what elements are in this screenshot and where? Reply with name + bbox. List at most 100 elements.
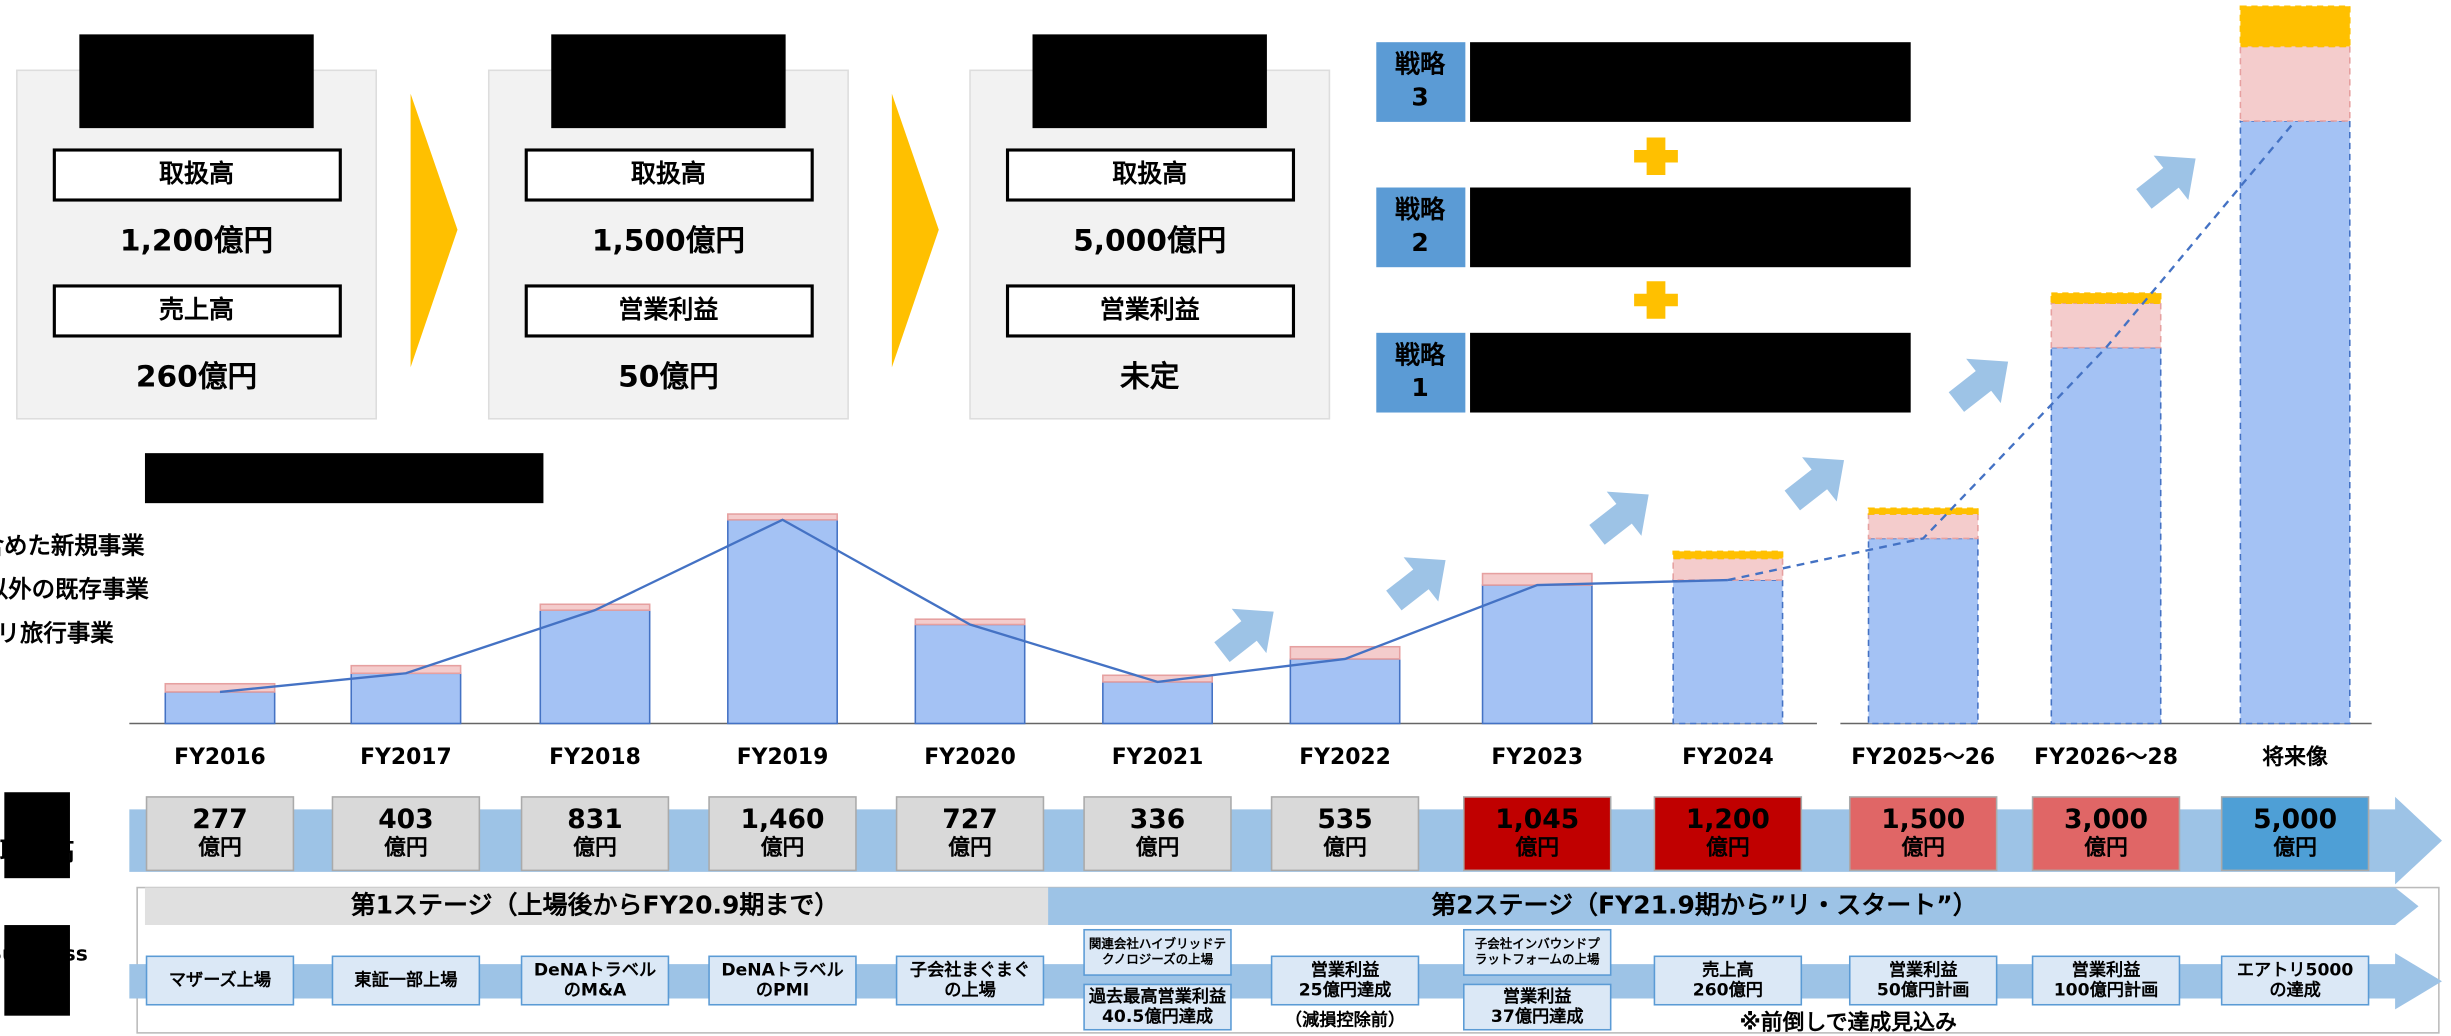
- trend-arrow: [2136, 155, 2196, 209]
- bar-segment: [1867, 507, 1979, 515]
- milestone-text: のPMI: [756, 981, 809, 1001]
- x-tick-label: 将来像: [2262, 744, 2328, 770]
- milestone-text: 50億円計画: [1877, 980, 1970, 1001]
- milestone-box: [1083, 983, 1232, 1031]
- strategy-label: 戦略: [1395, 50, 1446, 79]
- bar-segment: [2239, 5, 2351, 48]
- milestone-text: マザーズ上場: [169, 970, 271, 991]
- total-box: [1463, 796, 1612, 872]
- milestone-text: ラットフォームの上場: [1475, 952, 1600, 967]
- strategy-box: [1470, 187, 1911, 268]
- trend-line: [219, 518, 1728, 694]
- trend-arrow: [1948, 358, 2009, 412]
- target-title: 業績目標: [1097, 82, 1204, 113]
- milestone-box: [520, 955, 670, 1006]
- milestone-box: [1463, 983, 1612, 1031]
- milestone-text: 25億円達成: [1299, 980, 1392, 1001]
- legend-label: エアトリ旅行事業: [0, 619, 114, 647]
- total-unit: 億円: [198, 834, 242, 860]
- bar-segment: [164, 682, 276, 693]
- bar-segment: [2050, 292, 2162, 304]
- target-title: FY2024: [141, 48, 252, 79]
- strategy-label: 戦略: [1395, 340, 1446, 369]
- total-unit: 億円: [1136, 834, 1180, 860]
- x-tick-label: FY2016: [174, 745, 266, 770]
- milestone-text: 関連会社ハイブリッドテ: [1089, 936, 1226, 951]
- bar-segment: [914, 623, 1026, 725]
- strategy-text: エアトリ旅行事業の徹底強化: [1538, 373, 1842, 401]
- total-value: 1,045: [1495, 804, 1579, 835]
- legend-label: M&Aを含めた新規事業: [0, 531, 145, 559]
- bar-segment: [164, 691, 276, 725]
- target-label: 取扱高: [1112, 159, 1187, 188]
- bar-segment: [1102, 681, 1213, 725]
- row-label: Business: [0, 942, 88, 966]
- total-value: 831: [567, 804, 622, 835]
- x-tick-label: FY2026～28: [2034, 745, 2178, 770]
- strategy-box: [1470, 42, 1911, 122]
- total-value: 403: [378, 804, 433, 835]
- strategy-tag: [1376, 42, 1466, 122]
- chevron: [410, 93, 458, 368]
- total-unit: 億円: [1515, 834, 1559, 860]
- stage-label: 第2ステージ（FY21.9期から”リ・スタート”）: [1431, 890, 1978, 919]
- bar-segment: [1289, 645, 1401, 660]
- bar-segment: [727, 519, 838, 725]
- milestone-box: [145, 955, 295, 1006]
- target-label: 売上高: [159, 295, 234, 324]
- plus: [1634, 137, 1678, 176]
- trend-arrow: [1589, 491, 1649, 545]
- total-value: 1,500: [1881, 804, 1965, 835]
- strategy-tag: [1376, 187, 1466, 268]
- milestone-text: 東証一部上場: [354, 970, 457, 991]
- milestone-text: の上場: [944, 981, 996, 1001]
- milestone-text: 100億円計画: [2054, 980, 2159, 1001]
- label-box: [52, 284, 342, 338]
- strategy-text: 成長領域への積極投資による: [1538, 51, 1842, 79]
- bar-segment: [2239, 45, 2351, 122]
- milestone-text: クノロジーズの上場: [1102, 952, 1214, 967]
- milestone-text: のM&A: [564, 981, 627, 1001]
- stage-label: 第1ステージ（上場後からFY20.9期まで）: [351, 890, 840, 919]
- strategy-text: 戦略的マーケティング投資による: [1516, 342, 1865, 370]
- milestone-text: DeNAトラベル: [534, 960, 656, 980]
- milestone-text: 過去最高営業利益: [1089, 986, 1226, 1007]
- milestone-text: 営業利益: [1311, 959, 1380, 980]
- target-title: FY2025～27: [581, 48, 756, 79]
- chart-title-box: [144, 453, 544, 504]
- x-tick-label: FY2021: [1112, 745, 1204, 770]
- total-value: 277: [192, 804, 247, 835]
- x-tick-label: FY2017: [360, 745, 452, 770]
- strategy-text: 旅行以外の既存事業の成長継続: [1526, 212, 1854, 240]
- milestone-text: の達成: [2269, 980, 2321, 1001]
- x-tick-label: FY2018: [549, 745, 641, 770]
- milestone-text: 40.5億円達成: [1102, 1006, 1213, 1027]
- total-unit: 億円: [2084, 834, 2128, 860]
- bar-segment: [1867, 513, 1979, 540]
- row-label: Stage: [4, 971, 70, 995]
- bar-segment: [2050, 346, 2162, 725]
- x-tick-label: FY2020: [924, 745, 1016, 770]
- total-value: 1,200: [1686, 804, 1770, 835]
- total-box: [2220, 796, 2370, 872]
- x-tick-label: FY2025～26: [1851, 745, 1995, 770]
- stage-1: [144, 887, 1067, 926]
- milestone-text: 売上高: [1702, 959, 1754, 980]
- target-label: 営業利益: [1100, 295, 1200, 324]
- target-header: [551, 34, 786, 129]
- label-box: [1005, 284, 1296, 338]
- total-unit: 億円: [1323, 834, 1367, 860]
- total-unit: 億円: [948, 834, 992, 860]
- target-title: 将来の: [1110, 48, 1190, 79]
- total-unit: 億円: [573, 834, 617, 860]
- target-panel: [969, 69, 1331, 420]
- total-unit: 億円: [2273, 834, 2317, 860]
- x-tick-label: FY2023: [1491, 745, 1583, 770]
- row-label-box: [4, 925, 70, 1016]
- chevron: [891, 93, 939, 368]
- milestone-text: 営業利益: [1503, 986, 1572, 1007]
- trend-arrow: [1784, 457, 1845, 511]
- milestone-box: [895, 955, 1045, 1006]
- row-label-box: [4, 792, 70, 879]
- strategy-label: 3: [1411, 82, 1428, 111]
